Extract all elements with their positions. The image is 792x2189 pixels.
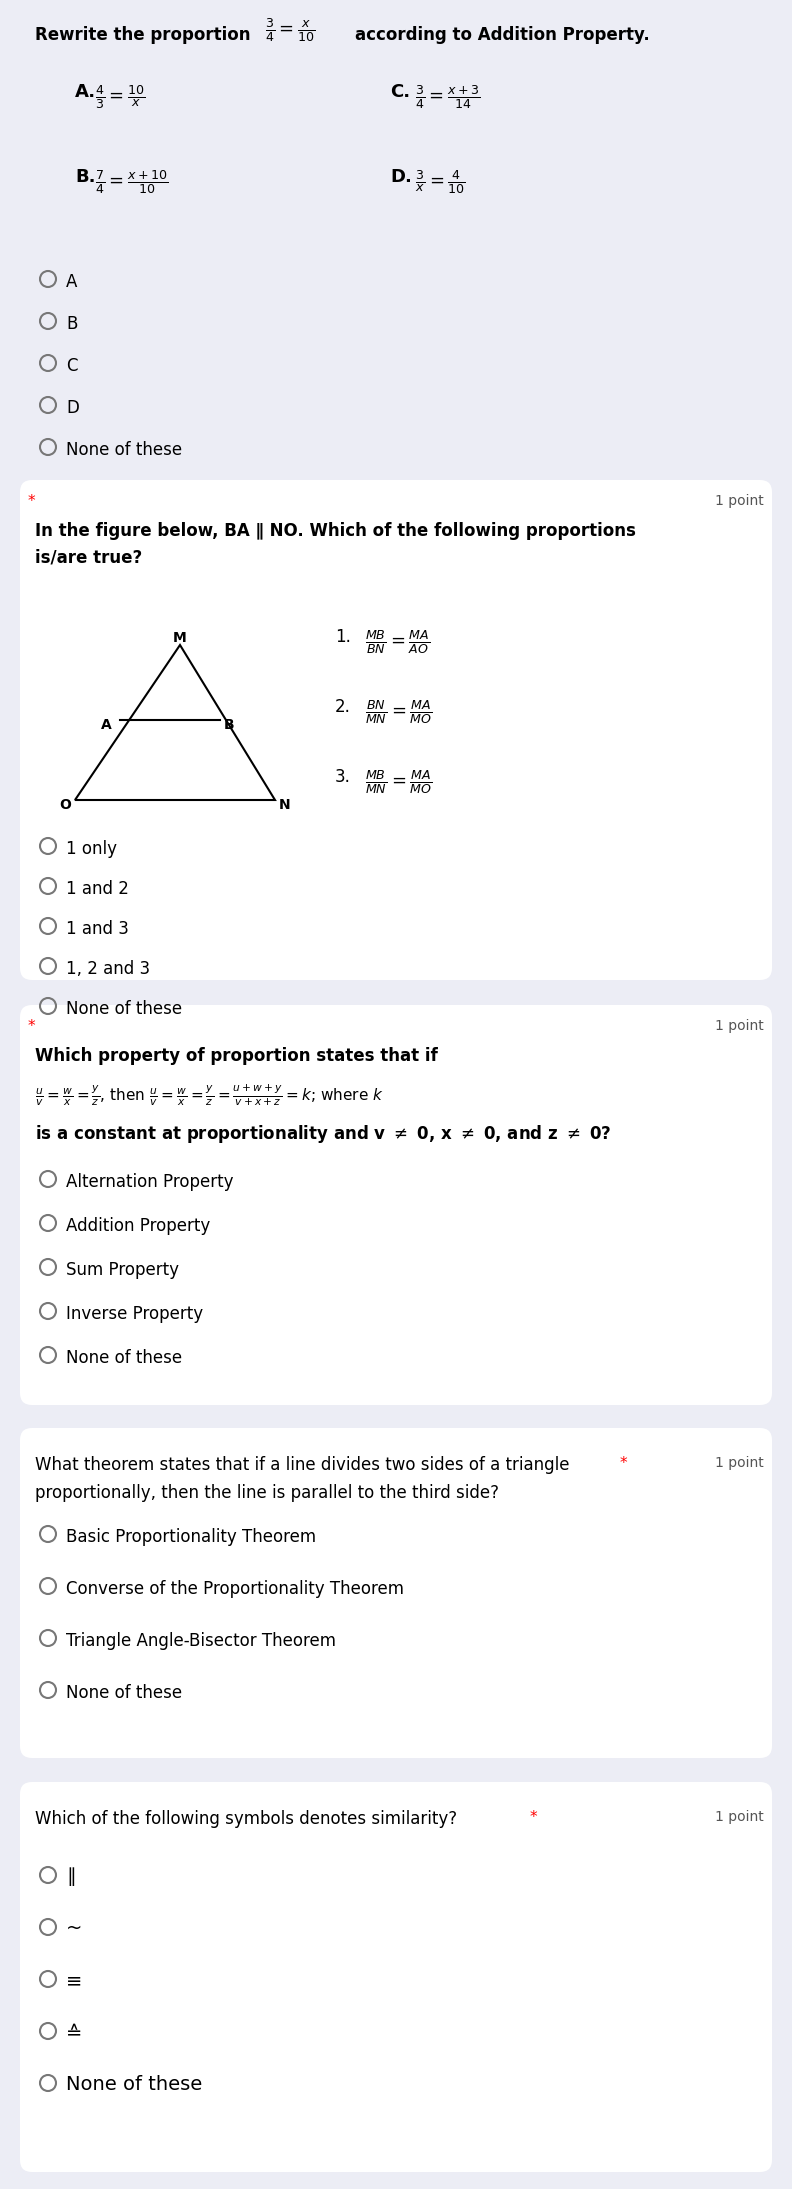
Text: ≡: ≡ xyxy=(66,1970,82,1990)
Text: C.: C. xyxy=(390,83,410,101)
Text: A.: A. xyxy=(75,83,96,101)
Text: In the figure below, BA ∥ NO. Which of the following proportions
is/are true?: In the figure below, BA ∥ NO. Which of t… xyxy=(35,521,636,567)
Text: 1 only: 1 only xyxy=(66,841,117,858)
Text: ~: ~ xyxy=(66,1920,82,1937)
Text: B: B xyxy=(66,315,78,333)
Text: $\frac{MB}{MN} = \frac{MA}{MO}$: $\frac{MB}{MN} = \frac{MA}{MO}$ xyxy=(365,768,432,797)
Text: Alternation Property: Alternation Property xyxy=(66,1173,234,1191)
Text: Addition Property: Addition Property xyxy=(66,1217,210,1235)
Text: None of these: None of these xyxy=(66,1348,182,1366)
Text: according to Addition Property.: according to Addition Property. xyxy=(355,26,649,44)
Text: 1 and 2: 1 and 2 xyxy=(66,880,129,897)
Text: *: * xyxy=(620,1456,627,1471)
FancyBboxPatch shape xyxy=(20,1427,772,1758)
Text: None of these: None of these xyxy=(66,1000,182,1018)
Text: $\frac{3}{4} = \frac{x}{10}$: $\frac{3}{4} = \frac{x}{10}$ xyxy=(265,15,315,44)
Text: Triangle Angle-Bisector Theorem: Triangle Angle-Bisector Theorem xyxy=(66,1633,336,1651)
Text: is a constant at proportionality and v $\neq$ 0, x $\neq$ 0, and z $\neq$ 0?: is a constant at proportionality and v $… xyxy=(35,1123,611,1145)
Text: Which of the following symbols denotes similarity?: Which of the following symbols denotes s… xyxy=(35,1810,457,1828)
Text: 1.: 1. xyxy=(335,628,351,646)
Text: Basic Proportionality Theorem: Basic Proportionality Theorem xyxy=(66,1528,316,1545)
Text: Sum Property: Sum Property xyxy=(66,1261,179,1278)
Text: $\frac{MB}{BN} = \frac{MA}{AO}$: $\frac{MB}{BN} = \frac{MA}{AO}$ xyxy=(365,628,430,657)
Text: Inverse Property: Inverse Property xyxy=(66,1305,203,1322)
Text: Rewrite the proportion: Rewrite the proportion xyxy=(35,26,250,44)
Text: A: A xyxy=(101,718,112,731)
Text: O: O xyxy=(59,799,71,812)
Text: B.: B. xyxy=(75,169,96,186)
Text: $\frac{4}{3} = \frac{10}{x}$: $\frac{4}{3} = \frac{10}{x}$ xyxy=(95,83,146,112)
Text: B: B xyxy=(224,718,234,731)
Text: *: * xyxy=(530,1810,538,1826)
Text: Converse of the Proportionality Theorem: Converse of the Proportionality Theorem xyxy=(66,1580,404,1598)
Text: D: D xyxy=(66,398,79,416)
Text: 1 point: 1 point xyxy=(715,1456,764,1471)
Text: proportionally, then the line is parallel to the third side?: proportionally, then the line is paralle… xyxy=(35,1484,499,1502)
Text: What theorem states that if a line divides two sides of a triangle: What theorem states that if a line divid… xyxy=(35,1456,569,1473)
Text: *: * xyxy=(28,1020,36,1033)
Text: $\frac{BN}{MN} = \frac{MA}{MO}$: $\frac{BN}{MN} = \frac{MA}{MO}$ xyxy=(365,698,432,727)
Text: Which property of proportion states that if: Which property of proportion states that… xyxy=(35,1046,438,1066)
Text: M: M xyxy=(173,630,187,646)
Text: $\frac{3}{x} = \frac{4}{10}$: $\frac{3}{x} = \frac{4}{10}$ xyxy=(415,169,466,195)
Text: 2.: 2. xyxy=(335,698,351,716)
Text: $\frac{3}{4} = \frac{x+3}{14}$: $\frac{3}{4} = \frac{x+3}{14}$ xyxy=(415,83,480,112)
Text: None of these: None of these xyxy=(66,440,182,460)
Text: D.: D. xyxy=(390,169,412,186)
Text: 1 point: 1 point xyxy=(715,1020,764,1033)
Text: None of these: None of these xyxy=(66,2075,202,2095)
FancyBboxPatch shape xyxy=(20,1782,772,2171)
FancyBboxPatch shape xyxy=(20,1005,772,1405)
FancyBboxPatch shape xyxy=(20,479,772,981)
Text: $\frac{7}{4} = \frac{x+10}{10}$: $\frac{7}{4} = \frac{x+10}{10}$ xyxy=(95,169,169,195)
Text: *: * xyxy=(28,495,36,510)
Text: ∥: ∥ xyxy=(66,1867,76,1887)
Text: A: A xyxy=(66,274,78,291)
Text: 1 point: 1 point xyxy=(715,495,764,508)
Text: C: C xyxy=(66,357,78,374)
Text: N: N xyxy=(279,799,291,812)
Text: 1 point: 1 point xyxy=(715,1810,764,1823)
Text: $\frac{u}{v} = \frac{w}{x} = \frac{y}{z}$, then $\frac{u}{v} = \frac{w}{x} = \fr: $\frac{u}{v} = \frac{w}{x} = \frac{y}{z}… xyxy=(35,1084,384,1108)
Text: ≙: ≙ xyxy=(66,2023,82,2042)
Text: 1, 2 and 3: 1, 2 and 3 xyxy=(66,961,150,978)
Text: 1 and 3: 1 and 3 xyxy=(66,919,129,939)
Text: None of these: None of these xyxy=(66,1683,182,1703)
Text: 3.: 3. xyxy=(335,768,351,786)
